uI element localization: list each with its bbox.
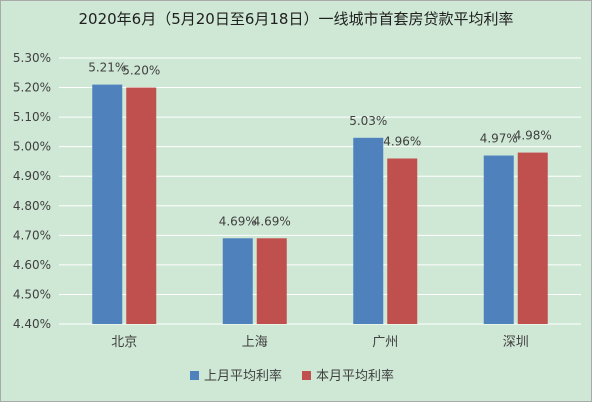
y-tick-label: 4.50% <box>13 287 51 301</box>
y-tick-label: 5.30% <box>13 51 51 65</box>
data-label: 4.69% <box>219 214 257 228</box>
data-label: 5.21% <box>88 61 126 75</box>
y-tick-label: 4.40% <box>13 317 51 331</box>
data-label: 5.03% <box>349 114 387 128</box>
legend-swatch-series-1 <box>190 371 199 380</box>
x-axis-categories: 北京 上海 广州 深圳 <box>111 335 529 350</box>
chart-title: 2020年6月（5月20日至6月18日）一线城市首套房贷款平均利率 <box>79 10 514 28</box>
y-tick-label: 4.90% <box>13 169 51 183</box>
data-labels: 5.21%5.20% 4.69%4.69% 5.03% 4.96% 4.97%4.98% <box>88 61 552 229</box>
bars <box>92 84 548 324</box>
data-label: 5.20% <box>122 64 160 78</box>
bar-1-4 <box>483 155 514 324</box>
data-label: 4.98% <box>514 129 552 143</box>
bar-1-1 <box>92 84 123 324</box>
y-tick-label: 4.80% <box>13 199 51 213</box>
data-label: 4.96% <box>383 134 421 148</box>
bar-1-3 <box>353 137 384 324</box>
category-label: 广州 <box>372 335 398 350</box>
y-tick-label: 5.20% <box>13 81 51 95</box>
category-label: 上海 <box>242 335 268 350</box>
y-axis-ticks: 4.40% 4.50% 4.60% 4.70% 4.80% 4.90% 5.00% 5.10%… <box>13 51 51 331</box>
bar-2-2 <box>256 238 287 324</box>
legend: 上月平均利率 本月平均利率 <box>190 368 394 384</box>
legend-swatch-series-2 <box>302 371 311 380</box>
y-tick-label: 4.70% <box>13 228 51 242</box>
bar-2-3 <box>387 158 418 324</box>
bar-1-2 <box>222 238 253 324</box>
y-tick-label: 5.00% <box>13 140 51 154</box>
bar-2-4 <box>517 152 548 324</box>
category-label: 北京 <box>111 335 137 350</box>
y-tick-label: 5.10% <box>13 110 51 124</box>
legend-label-series-1: 上月平均利率 <box>204 368 282 384</box>
category-label: 深圳 <box>503 335 529 350</box>
legend-label-series-2: 本月平均利率 <box>316 368 394 384</box>
y-tick-label: 4.60% <box>13 258 51 272</box>
bar-2-1 <box>126 87 157 324</box>
data-label: 4.97% <box>480 132 518 146</box>
data-label: 4.69% <box>253 214 291 228</box>
